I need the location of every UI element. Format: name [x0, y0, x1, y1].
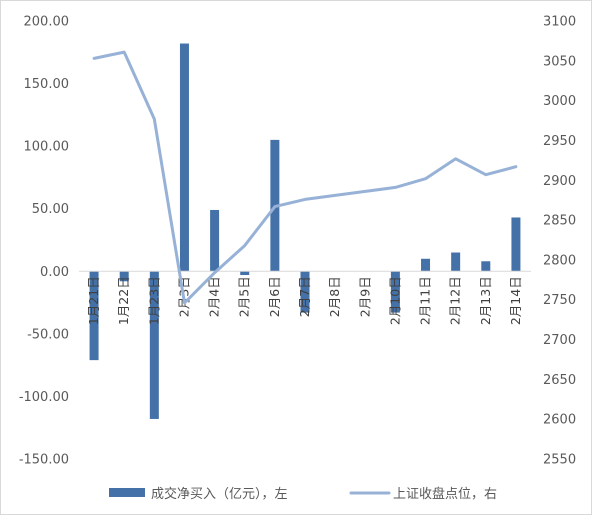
- category-label: 2月7日: [297, 276, 312, 317]
- category-label: 2月12日: [448, 276, 463, 325]
- right-axis-tick-label: 2800: [543, 253, 576, 268]
- left-axis-tick-label: 150.00: [24, 77, 70, 92]
- bar-net-buy: [179, 43, 189, 272]
- left-axis-tick-label: 50.00: [32, 202, 69, 217]
- category-label: 2月8日: [327, 276, 342, 317]
- category-label: 1月22日: [116, 276, 131, 325]
- bar-net-buy: [210, 209, 220, 272]
- bar-net-buy: [511, 217, 521, 272]
- bar-net-buy: [240, 271, 250, 276]
- left-axis-tick-label: -150.00: [19, 453, 69, 468]
- left-axis-tick-label: 200.00: [24, 15, 70, 30]
- right-axis-tick-label: 3100: [543, 15, 576, 30]
- right-axis-tick-label: 2550: [543, 453, 576, 468]
- category-label: 2月6日: [267, 276, 282, 317]
- bar-net-buy: [421, 258, 431, 272]
- right-axis-tick-label: 3050: [543, 54, 576, 69]
- legend-bar-swatch: [109, 488, 145, 497]
- right-axis-tick-label: 2600: [543, 413, 576, 428]
- line-sse-close: [92, 50, 518, 305]
- category-label: 2月9日: [357, 276, 372, 317]
- category-label: 1月21日: [86, 276, 101, 325]
- category-label: 2月14日: [508, 276, 523, 325]
- right-axis-tick-label: 2650: [543, 373, 576, 388]
- left-axis-tick-label: -50.00: [27, 327, 69, 342]
- bar-net-buy: [119, 271, 129, 282]
- right-axis-tick-label: 2900: [543, 174, 576, 189]
- right-axis-tick-label: 2700: [543, 333, 576, 348]
- bar-net-buy: [390, 271, 400, 313]
- left-axis-tick-label: -100.00: [19, 390, 69, 405]
- bar-net-buy: [149, 271, 159, 419]
- legend-line-label: 上证收盘点位，右: [393, 486, 497, 502]
- bar-net-buy: [451, 252, 461, 272]
- left-axis-tick-label: 0.00: [40, 265, 69, 280]
- right-axis-tick-label: 2850: [543, 214, 576, 229]
- category-label: 2月10日: [387, 276, 402, 325]
- category-label: 1月23日: [146, 276, 161, 325]
- legend-bar-label: 成交净买入（亿元），左: [151, 486, 288, 502]
- category-label: 2月13日: [478, 276, 493, 325]
- right-axis-tick-label: 3000: [543, 94, 576, 109]
- left-axis-tick-label: 100.00: [24, 140, 70, 155]
- category-label: 2月11日: [418, 276, 433, 325]
- bar-net-buy: [481, 261, 491, 272]
- category-label: 2月5日: [237, 276, 252, 317]
- right-axis-tick-label: 2750: [543, 293, 576, 308]
- category-label: 2月4日: [207, 276, 222, 317]
- right-axis-tick-label: 2950: [543, 134, 576, 149]
- bar-net-buy: [89, 271, 99, 361]
- bar-net-buy: [300, 271, 310, 313]
